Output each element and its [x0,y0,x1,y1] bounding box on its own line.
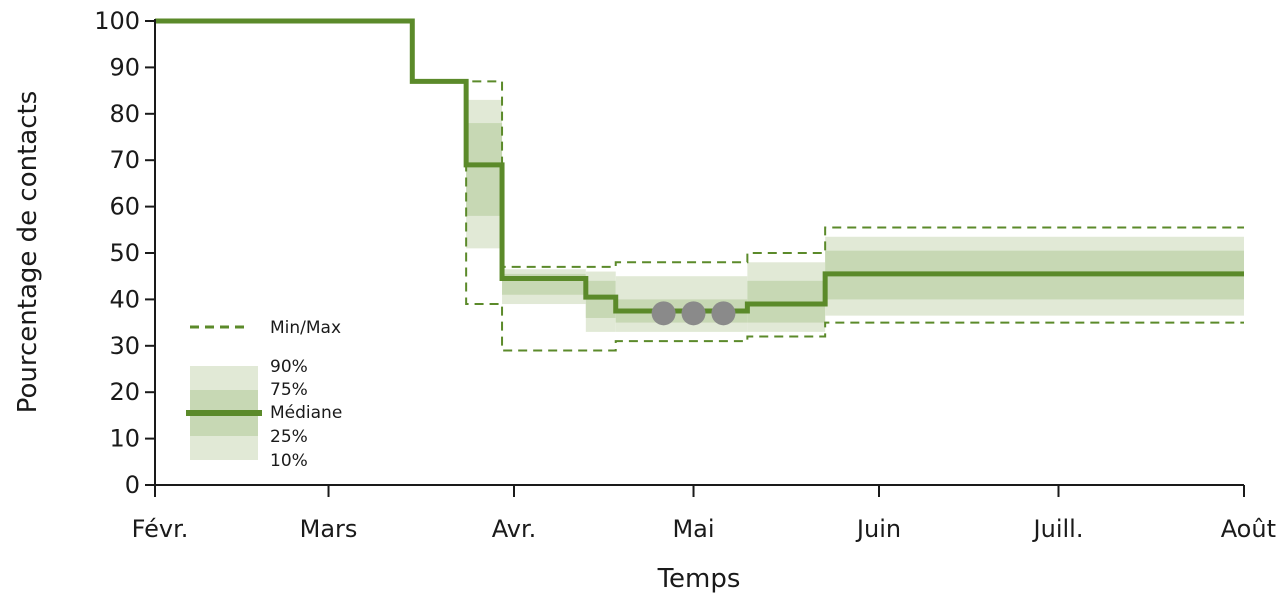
marker-point [711,301,736,326]
legend-label-median: Médiane [270,403,342,423]
percentile-bands [466,99,1244,332]
band-p25-p75 [466,123,503,216]
x-tick-label: Juin [855,515,901,543]
y-tick-label: 20 [109,378,140,406]
y-tick-label: 100 [94,7,140,35]
data-markers [651,301,736,326]
min-max-lines [412,80,1244,352]
max-line [412,80,1244,268]
min-line [412,80,1244,352]
median-step-line [155,18,1244,314]
legend: Min/Max 90% 75% Médiane 25% 10% [186,318,342,471]
y-tick-label: 80 [109,100,140,128]
x-tick-label: Juill. [1032,515,1084,543]
marker-point [681,301,706,326]
legend-minmax-label: Min/Max [270,318,341,338]
legend-label-p25: 25% [270,427,308,447]
y-tick-label: 0 [125,471,140,499]
legend-label-p10: 10% [270,451,308,471]
x-tick-label: Févr. [132,515,189,543]
y-tick-label: 30 [109,332,140,360]
median-line [155,18,1244,314]
x-tick-label: Mai [672,515,714,543]
legend-label-p75: 75% [270,380,308,400]
y-tick-label: 10 [109,425,140,453]
axes: 0 10 20 30 40 50 60 70 80 90 100 Févr. Mars Avr. Mai Ju… [94,7,1276,543]
y-tick-label: 40 [109,285,140,313]
y-tick-label: 50 [109,239,140,267]
x-tick-label: Août [1221,515,1276,543]
y-tick-label: 60 [109,193,140,221]
y-tick-label: 70 [109,146,140,174]
marker-point [651,301,676,326]
legend-label-p90: 90% [270,357,308,377]
x-tick-label: Avr. [492,515,537,543]
x-axis-title: Temps [657,564,741,594]
x-tick-label: Mars [300,515,358,543]
y-axis-title: Pourcentage de contacts [13,91,43,414]
y-tick-label: 90 [109,53,140,81]
